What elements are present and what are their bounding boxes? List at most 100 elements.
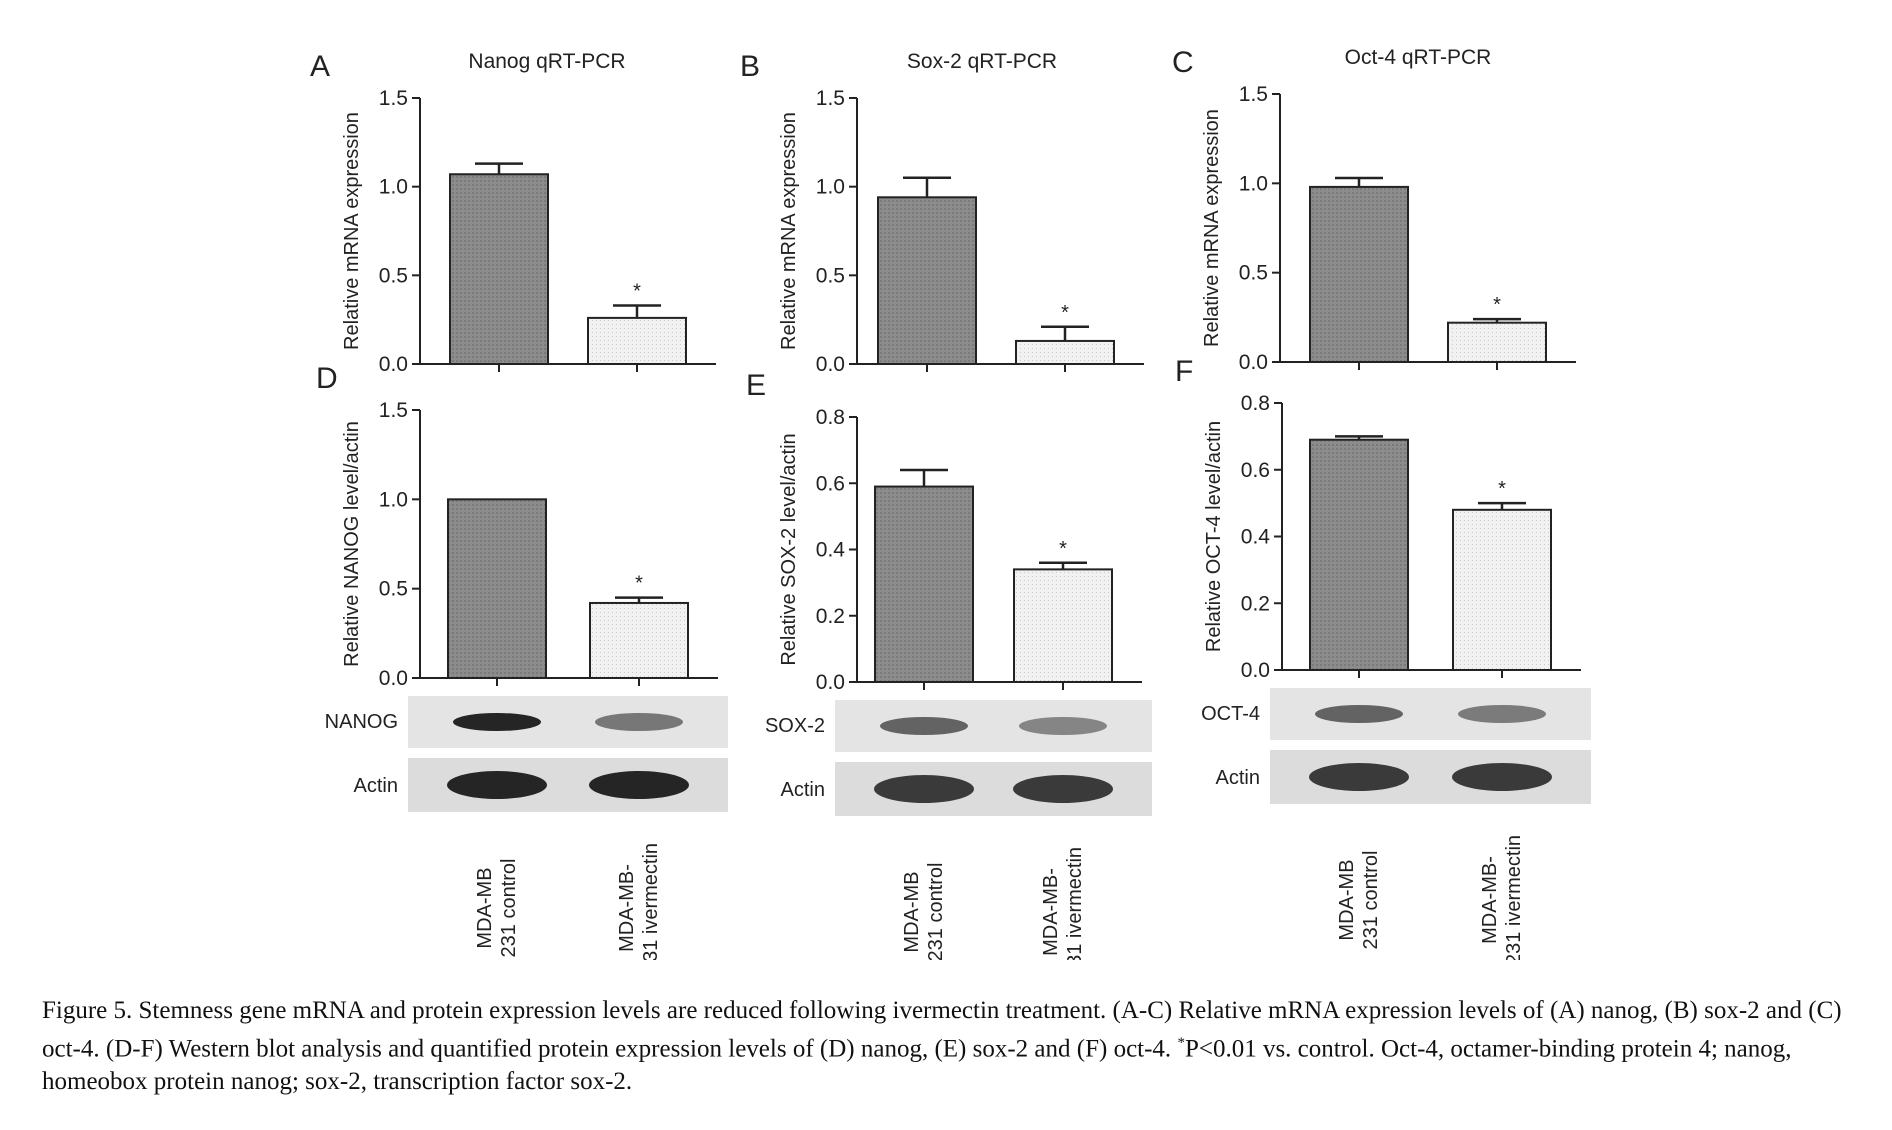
blot-label-actin: Actin [781, 779, 825, 801]
blot-label-protein: SOX-2 [765, 715, 825, 737]
y-tick-label: 0.2 [816, 605, 845, 628]
chart-title: Oct-4 qRT-PCR [1345, 46, 1492, 69]
lane-label: MDA-MB [1336, 859, 1358, 940]
y-tick-label: 1.5 [379, 87, 408, 110]
lane-label: MDA-MB- [1040, 868, 1062, 956]
y-tick-label: 0.4 [816, 539, 846, 562]
panel-letter: C [1172, 46, 1194, 79]
blot-band-protein [1458, 705, 1546, 723]
western-blot: OCT-4 Actin MDA-MB 231 control MDA-MB- 231 iv… [1201, 688, 1591, 960]
bar-ivermectin [1447, 321, 1547, 363]
y-tick-label: 1.0 [379, 488, 408, 511]
y-tick-label: 0.2 [1241, 592, 1270, 615]
significance-marker: * [1498, 478, 1506, 500]
blot-band-actin [447, 771, 547, 799]
bar-ivermectin [587, 316, 687, 366]
y-tick-label: 0.0 [816, 353, 845, 376]
chart-panel-f: F 0.0 0.2 0.4 0.6 0.8 Relative OCT-4 level/act… [1175, 355, 1591, 960]
caption-text: Stemness gene mRNA and protein expressio… [42, 997, 1842, 1063]
blot-band-actin [1013, 775, 1113, 803]
lane-label: MDA-MB [474, 867, 496, 948]
y-axis-label: Relative mRNA expression [341, 112, 363, 350]
bar-control [1309, 185, 1409, 363]
caption-text-end: P<0.01 vs. control. Oct-4, octamer-bindi… [42, 1035, 1792, 1096]
y-tick-label: 0.6 [816, 472, 845, 495]
y-tick-label: 1.5 [379, 399, 408, 422]
lane-label: MDA-MB- [1479, 856, 1501, 944]
bar-ivermectin [1013, 568, 1113, 683]
lane-label: 231 control [925, 863, 947, 960]
y-tick-label: 0.5 [379, 264, 408, 287]
blot-band-protein [595, 713, 683, 731]
chart-panel-d: D 0.0 0.5 1.0 1.5 Relative NANOG level/actin *… [316, 362, 728, 960]
blot-band-protein [880, 717, 968, 735]
chart-panel-b: B Sox-2 qRT-PCR 0.0 0.5 1.0 1.5 Relative mRNA … [740, 50, 1144, 376]
blot-band-protein [1315, 705, 1403, 723]
chart-title: Sox-2 qRT-PCR [907, 50, 1057, 73]
chart-panel-e: E 0.0 0.2 0.4 0.6 0.8 Relative SOX-2 level/act… [746, 369, 1152, 960]
y-tick-label: 1.0 [816, 176, 845, 199]
blot-band-protein [453, 713, 541, 731]
lane-label: 231 ivermectin [1503, 835, 1525, 960]
caption-significance-marker: * [1177, 1035, 1185, 1051]
lane-label: MDA-MB [901, 871, 923, 952]
western-blot: NANOG Actin MDA-MB 231 control MDA-MB- 231 iv… [325, 696, 728, 960]
y-tick-label: 1.5 [1239, 83, 1268, 106]
panel-letter: F [1175, 355, 1193, 388]
y-tick-label: 0.5 [379, 578, 408, 601]
blot-band-actin [1309, 763, 1409, 791]
figure-caption: Figure 5. Stemness gene mRNA and protein… [42, 994, 1854, 1098]
lane-label: 231 ivermectin [640, 843, 662, 960]
blot-label-actin: Actin [354, 775, 398, 797]
y-tick-label: 0.0 [379, 353, 408, 376]
y-tick-label: 1.0 [1239, 172, 1268, 195]
bar-control [1309, 438, 1409, 671]
panel-letter: B [740, 50, 760, 83]
y-tick-label: 0.5 [1239, 262, 1268, 285]
y-tick-label: 1.5 [816, 87, 845, 110]
significance-marker: * [1061, 302, 1069, 324]
bar-ivermectin [1452, 508, 1552, 671]
y-axis-label: Relative mRNA expression [1201, 109, 1223, 347]
significance-marker: * [1493, 294, 1501, 316]
y-tick-label: 0.6 [1241, 459, 1270, 482]
y-axis-label: Relative mRNA expression [778, 112, 800, 350]
lane-label: 231 ivermectin [1064, 847, 1086, 960]
significance-marker: * [635, 573, 643, 595]
y-axis-label: Relative NANOG level/actin [341, 421, 363, 667]
lane-label: MDA-MB- [616, 864, 638, 952]
significance-marker: * [633, 280, 641, 302]
lane-label: 231 control [1360, 851, 1382, 950]
y-tick-label: 0.8 [1241, 392, 1270, 415]
blot-label-protein: NANOG [325, 711, 398, 733]
blot-band-protein [1019, 717, 1107, 735]
panel-letter: E [746, 369, 766, 402]
blot-label-actin: Actin [1216, 767, 1260, 789]
bar-control [449, 173, 549, 365]
bar-control [874, 485, 974, 683]
blot-band-actin [589, 771, 689, 799]
y-axis-label: Relative OCT-4 level/actin [1203, 421, 1225, 652]
y-tick-label: 0.5 [816, 264, 845, 287]
y-tick-label: 1.0 [379, 176, 408, 199]
chart-panel-a: A Nanog qRT-PCR 0.0 0.5 1.0 1.5 Relative mRNA … [310, 50, 716, 376]
panel-letter: D [316, 362, 338, 395]
blot-band-actin [874, 775, 974, 803]
bar-ivermectin [589, 601, 689, 680]
lane-label: 231 control [498, 859, 520, 958]
western-blot: SOX-2 Actin MDA-MB 231 control MDA-MB- 231 iv… [765, 700, 1152, 960]
y-tick-label: 0.0 [816, 671, 845, 694]
y-tick-label: 0.0 [379, 667, 408, 690]
y-tick-label: 0.0 [1239, 351, 1268, 374]
y-tick-label: 0.0 [1241, 659, 1270, 682]
blot-band-actin [1452, 763, 1552, 791]
y-axis-label: Relative SOX-2 level/actin [778, 433, 800, 665]
bar-control [447, 498, 547, 680]
panel-letter: A [310, 50, 330, 83]
chart-title: Nanog qRT-PCR [468, 50, 625, 73]
significance-marker: * [1059, 538, 1067, 560]
caption-label: Figure 5. [42, 997, 133, 1024]
y-tick-label: 0.8 [816, 406, 845, 429]
bar-ivermectin [1015, 339, 1115, 365]
blot-label-protein: OCT-4 [1201, 703, 1260, 725]
